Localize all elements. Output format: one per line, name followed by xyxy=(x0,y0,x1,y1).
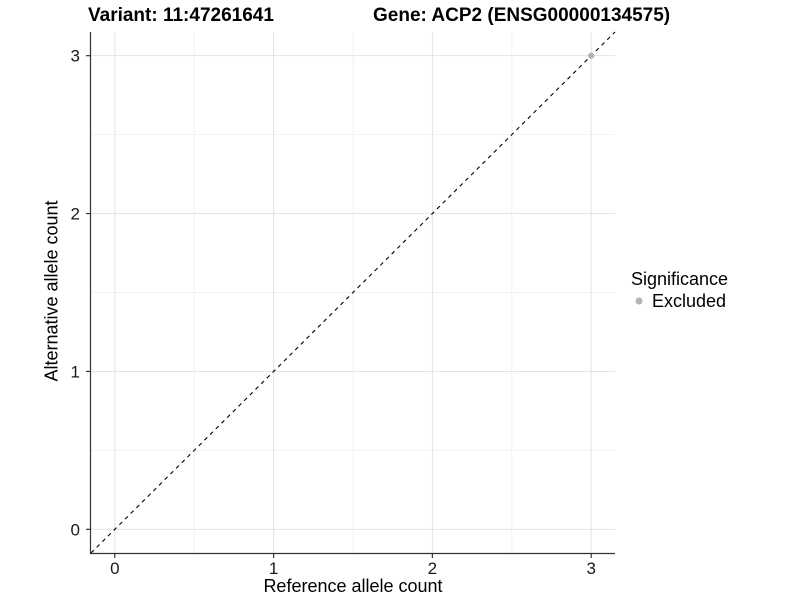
legend-title: Significance xyxy=(631,269,729,289)
legend: Significance Excluded xyxy=(631,269,728,311)
plot-title-gene: Gene: ACP2 (ENSG00000134575) xyxy=(373,5,671,26)
legend-item-excluded: Excluded xyxy=(631,291,728,311)
data-point xyxy=(588,52,595,59)
y-tick-label: 3 xyxy=(71,47,80,66)
x-tick-label: 0 xyxy=(110,559,119,578)
excluded-point-icon xyxy=(635,297,643,305)
legend-key xyxy=(631,293,647,309)
x-tick-label: 1 xyxy=(269,559,278,578)
legend-item-label: Excluded xyxy=(652,290,727,311)
x-tick-label: 3 xyxy=(586,559,595,578)
y-axis-title: Alternative allele count xyxy=(41,200,62,382)
plot-title-variant: Variant: 11:47261641 xyxy=(88,5,274,26)
x-tick-label: 2 xyxy=(428,559,437,578)
y-tick-label: 1 xyxy=(71,362,80,381)
x-axis-title: Reference allele count xyxy=(263,576,443,596)
y-tick-label: 0 xyxy=(71,520,80,539)
y-tick-label: 2 xyxy=(71,205,80,224)
identity-dashed-line xyxy=(90,31,616,554)
